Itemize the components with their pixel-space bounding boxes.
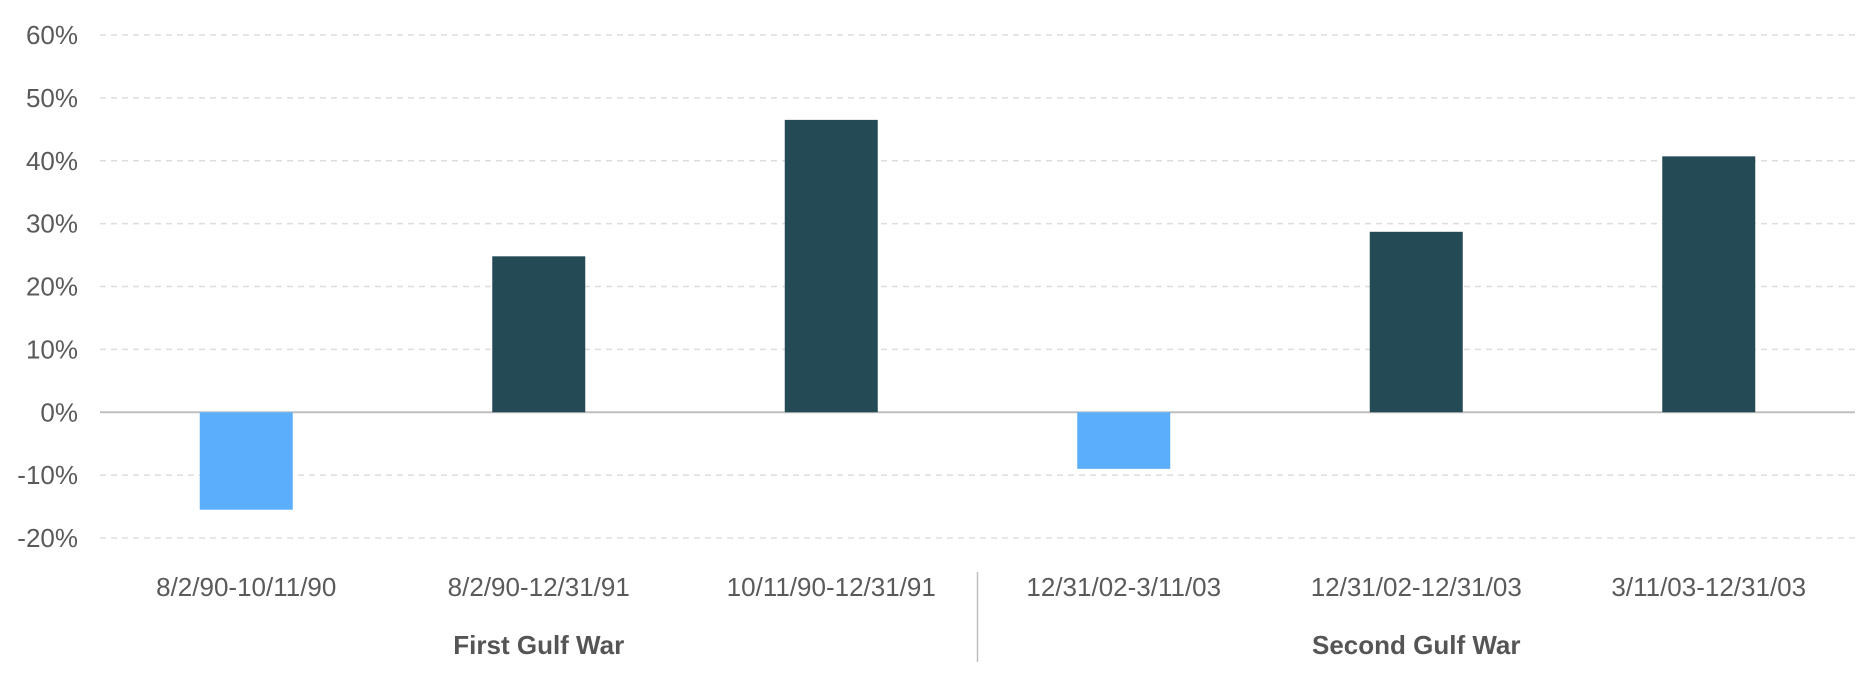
y-tick-label: 0%	[40, 397, 78, 427]
category-label: 10/11/90-12/31/91	[727, 572, 936, 602]
y-axis-tick-labels: 60% 50% 40% 30% 20% 10% 0% -10% -20%	[17, 20, 78, 553]
bar	[784, 119, 878, 413]
group-label: First Gulf War	[453, 630, 624, 660]
y-tick-label: 50%	[26, 83, 78, 113]
y-tick-label: 60%	[26, 20, 78, 50]
category-labels: 8/2/90-10/11/90 8/2/90-12/31/91 10/11/90-1…	[156, 572, 1806, 602]
y-tick-label: -20%	[17, 523, 78, 553]
bar	[1077, 412, 1171, 469]
category-label: 3/11/03-12/31/03	[1611, 572, 1806, 602]
bar	[1662, 156, 1756, 413]
group-label: Second Gulf War	[1312, 630, 1521, 660]
bar	[492, 256, 586, 413]
gridlines	[100, 34, 1855, 539]
category-label: 12/31/02-12/31/03	[1311, 572, 1522, 602]
y-tick-label: 30%	[26, 209, 78, 239]
group-labels: First Gulf War Second Gulf War	[453, 572, 1521, 662]
y-tick-label: -10%	[17, 460, 78, 490]
category-label: 8/2/90-10/11/90	[156, 572, 336, 602]
y-tick-label: 40%	[26, 146, 78, 176]
bars	[199, 119, 1756, 510]
bar	[1369, 231, 1463, 413]
y-tick-label: 10%	[26, 334, 78, 364]
y-tick-label: 20%	[26, 272, 78, 302]
category-label: 8/2/90-12/31/91	[448, 572, 630, 602]
bar	[199, 412, 293, 510]
category-label: 12/31/02-3/11/03	[1026, 572, 1221, 602]
